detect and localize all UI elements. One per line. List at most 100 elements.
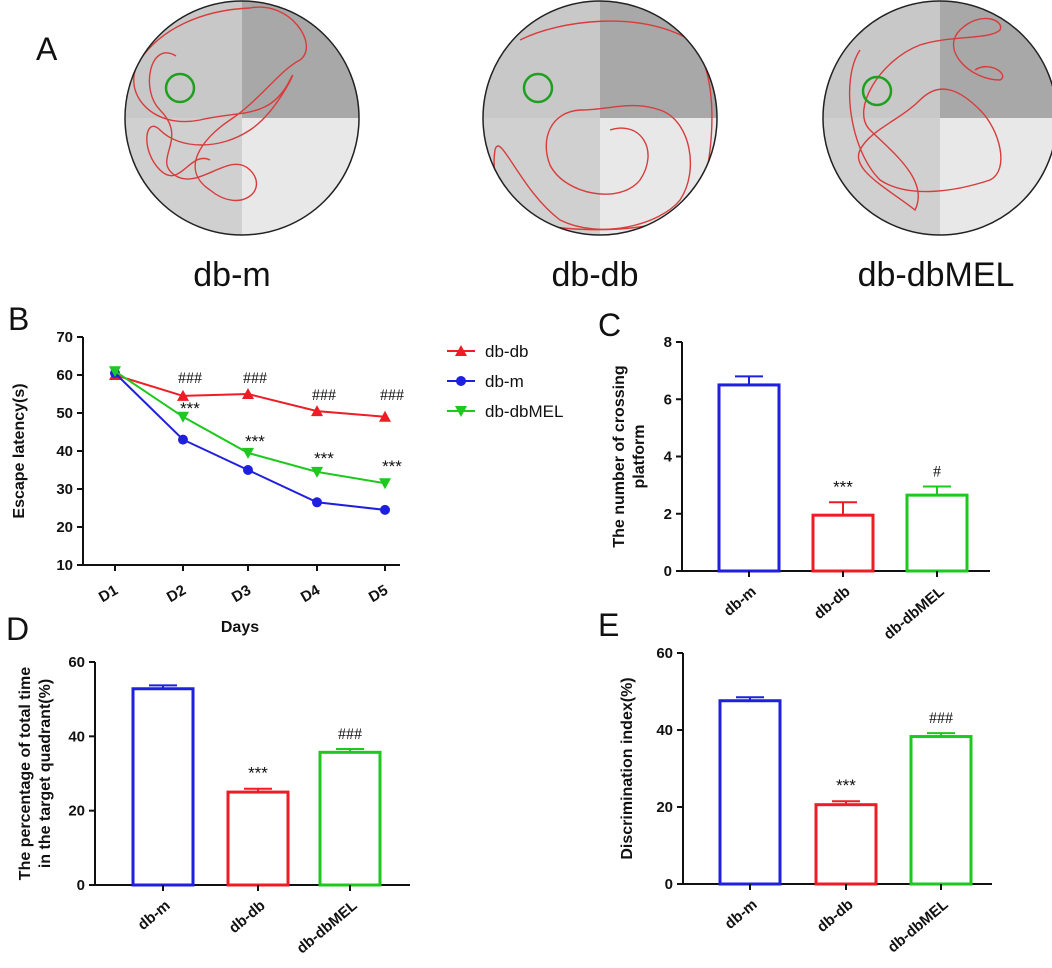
x-tick-label: db-dbMEL bbox=[880, 583, 947, 643]
bar-db-m bbox=[718, 699, 782, 886]
y-axis-title: The percentage of total time bbox=[17, 667, 34, 880]
y-tick-label: 20 bbox=[68, 803, 85, 820]
legend-label: db-m bbox=[485, 372, 524, 391]
quadrant-ne bbox=[600, 1, 717, 118]
y-tick-label: 20 bbox=[56, 519, 73, 536]
swim-path bbox=[133, 6, 307, 202]
legend-label: db-dbMEL bbox=[485, 402, 563, 421]
x-tick-label: db-db bbox=[814, 896, 857, 936]
data-point-db-m bbox=[312, 497, 322, 508]
panel-e-bar-chart: 0 20 40 60 db-m db-db *** db-dbMEL ### Discrimina… bbox=[619, 645, 992, 956]
panel-c-letter: C bbox=[598, 307, 621, 343]
y-tick-label: 8 bbox=[664, 334, 672, 351]
panel-d-bar-chart: 0 20 40 60 db-m db-db *** db-dbMEL ### The percen… bbox=[17, 654, 410, 957]
data-point-db-dbMEL bbox=[379, 478, 391, 490]
x-tick-label: db-db bbox=[811, 583, 854, 623]
quadrant-ne bbox=[940, 1, 1052, 118]
legend-marker bbox=[456, 376, 466, 386]
quadrant-se bbox=[242, 118, 359, 235]
y-axis-title: The number of crossing bbox=[611, 365, 628, 547]
x-tick-label: D3 bbox=[229, 582, 254, 606]
x-tick-label: D5 bbox=[366, 582, 391, 606]
quadrant-sw bbox=[125, 118, 242, 235]
x-tick-label: db-m bbox=[722, 896, 761, 933]
y-tick-label: 40 bbox=[656, 722, 673, 739]
data-point-db-dbMEL bbox=[242, 447, 254, 459]
x-tick-label: D1 bbox=[96, 582, 121, 606]
y-axis-title: in the target quadrant(%) bbox=[37, 679, 54, 868]
legend-marker bbox=[455, 406, 467, 417]
y-tick-label: 60 bbox=[68, 654, 85, 671]
data-point-db-dbMEL bbox=[177, 411, 189, 423]
y-axis-title: Escape latency(s) bbox=[11, 383, 28, 518]
y-tick-label: 60 bbox=[56, 367, 73, 384]
data-point-db-db bbox=[379, 410, 391, 422]
data-point-db-m bbox=[380, 504, 390, 515]
y-tick-label: 20 bbox=[656, 799, 673, 816]
x-tick-label: db-m bbox=[721, 583, 760, 620]
quadrant-sw bbox=[823, 118, 940, 235]
arena-border bbox=[124, 0, 360, 236]
significance-label: ### bbox=[929, 710, 953, 727]
arena-db-db bbox=[483, 1, 717, 235]
platform-ring bbox=[522, 72, 554, 104]
data-point-db-db bbox=[242, 388, 254, 399]
y-tick-label: 70 bbox=[56, 329, 73, 346]
y-tick-label: 4 bbox=[664, 449, 673, 466]
bar-db-dbMEL bbox=[905, 493, 969, 573]
y-tick-label: 2 bbox=[664, 506, 672, 523]
data-point-db-db bbox=[177, 389, 189, 401]
y-tick-label: 0 bbox=[664, 563, 672, 580]
panel-e-letter: E bbox=[598, 607, 619, 643]
bar-db-db bbox=[226, 790, 290, 887]
x-tick-label: D4 bbox=[298, 581, 324, 606]
legend-label: db-db bbox=[485, 342, 528, 361]
hash-annotation: ### bbox=[380, 387, 404, 404]
arena-border bbox=[822, 0, 1052, 236]
quadrant-sw bbox=[483, 118, 600, 235]
x-axis-title: Days bbox=[221, 619, 259, 636]
significance-label: ### bbox=[338, 726, 362, 743]
star-annotation: *** bbox=[314, 449, 334, 468]
significance-label: *** bbox=[833, 477, 853, 496]
panel-d-letter: D bbox=[6, 611, 29, 647]
significance-label: # bbox=[933, 464, 941, 481]
star-annotation: *** bbox=[382, 457, 402, 476]
y-axis-title: Discrimination index(%) bbox=[619, 677, 636, 859]
y-tick-label: 0 bbox=[665, 876, 673, 893]
y-tick-label: 50 bbox=[56, 405, 73, 422]
y-axis-title: platform bbox=[631, 425, 648, 489]
hash-annotation: ### bbox=[312, 387, 336, 404]
x-tick-label: db-dbMEL bbox=[293, 897, 360, 957]
y-tick-label: 10 bbox=[56, 557, 73, 574]
bar-db-dbMEL bbox=[909, 735, 973, 886]
platform-ring bbox=[164, 72, 196, 104]
data-point-db-dbMEL bbox=[109, 366, 121, 378]
hash-annotation: ### bbox=[178, 370, 202, 387]
data-point-db-db bbox=[311, 405, 323, 417]
bar-db-dbMEL bbox=[318, 750, 382, 887]
x-tick-label: db-m bbox=[135, 897, 174, 934]
platform-ring bbox=[861, 75, 893, 107]
panel-a-arenas: db-m db-db db-dbMEL bbox=[124, 0, 1052, 294]
arena-label: db-db bbox=[552, 256, 639, 294]
y-tick-label: 40 bbox=[56, 443, 73, 460]
data-point-db-m bbox=[243, 465, 253, 475]
panel-b-line-chart: 10 20 30 40 50 60 70 D1 D2 D3 D4 D5 Days Escape laten… bbox=[11, 329, 563, 636]
x-tick-label: D2 bbox=[164, 582, 189, 606]
x-tick-label: db-dbMEL bbox=[884, 896, 951, 956]
quadrant-nw bbox=[823, 1, 940, 118]
legend-marker bbox=[455, 345, 467, 356]
bar-db-m bbox=[131, 687, 195, 887]
quadrant-se bbox=[600, 118, 717, 235]
star-annotation: *** bbox=[180, 399, 200, 418]
data-point-db-dbMEL bbox=[311, 466, 323, 478]
y-tick-label: 40 bbox=[68, 728, 85, 745]
bar-db-m bbox=[717, 383, 781, 573]
bar-db-db bbox=[814, 803, 878, 886]
arena-label: db-dbMEL bbox=[858, 256, 1015, 294]
y-tick-label: 6 bbox=[664, 391, 672, 408]
y-tick-label: 60 bbox=[656, 645, 673, 662]
swim-path bbox=[493, 20, 713, 231]
